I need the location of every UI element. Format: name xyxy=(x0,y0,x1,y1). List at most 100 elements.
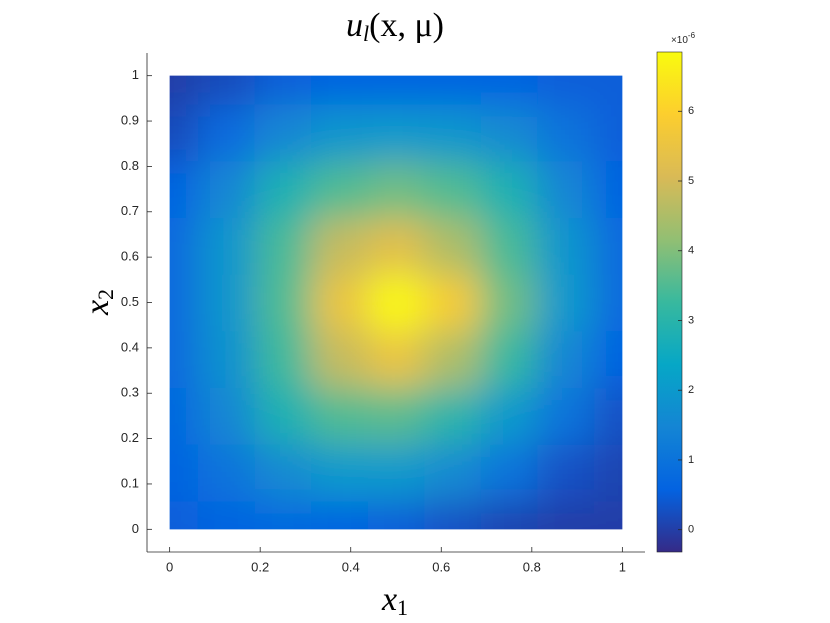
heatmap-cell xyxy=(424,274,482,332)
heatmap-cell xyxy=(197,160,256,218)
colorbar-tick-label: 5 xyxy=(688,175,694,187)
heatmap-cell xyxy=(480,444,538,502)
heatmap-cell xyxy=(537,104,595,162)
heatmap-cell xyxy=(254,104,312,162)
heatmap-cell xyxy=(424,104,482,162)
heatmap-cell xyxy=(311,75,369,105)
x-tick-label: 0.8 xyxy=(523,559,541,574)
heatmap-cell xyxy=(480,274,538,332)
heatmap-cell xyxy=(197,500,256,530)
y-tick-label: 0.3 xyxy=(121,385,139,400)
heatmap-cell xyxy=(254,75,312,105)
y-tick-label: 0.1 xyxy=(121,475,139,490)
heatmap-cell xyxy=(480,75,538,105)
heatmap-cell xyxy=(594,387,623,445)
title-sub: l xyxy=(363,21,369,46)
heatmap-cell xyxy=(169,387,199,445)
x-tick-label: 0.4 xyxy=(342,559,360,574)
heatmap-cell xyxy=(424,217,482,275)
heatmap-cell xyxy=(367,500,425,530)
colorbar-tick-label: 0 xyxy=(688,524,694,536)
y-tick-label: 0.5 xyxy=(121,294,139,309)
heatmap-cell xyxy=(367,160,425,218)
heatmap-cell xyxy=(367,274,425,332)
heatmap-cell xyxy=(424,75,482,105)
heatmap-cell xyxy=(254,160,312,218)
x-tick-label: 0.6 xyxy=(432,559,450,574)
colorbar-exponent: ×10-6 xyxy=(671,31,696,46)
heatmap-cell xyxy=(480,500,538,530)
heatmap-cell xyxy=(367,444,425,502)
heatmap-cell xyxy=(311,274,369,332)
heatmap-cell xyxy=(254,330,312,389)
heatmap-cell xyxy=(537,387,595,445)
y-tick-label: 0.7 xyxy=(121,203,139,218)
heatmap-cell xyxy=(537,330,595,389)
x-axis-label: x1 xyxy=(381,581,408,620)
heatmap-cell xyxy=(311,160,369,218)
exponent-base: ×10 xyxy=(671,35,688,46)
colorbar-tick-label: 2 xyxy=(688,384,694,396)
heatmap-cell xyxy=(169,217,199,275)
y-tick-label: 0 xyxy=(132,521,139,536)
heatmap-cell xyxy=(594,160,623,218)
y-tick-label: 0.9 xyxy=(121,112,139,127)
heatmap-cell xyxy=(594,104,623,162)
heatmap-cell xyxy=(197,217,256,275)
heatmap-cell xyxy=(537,217,595,275)
heatmap-cell xyxy=(197,387,256,445)
heatmap-cell xyxy=(537,160,595,218)
colorbar-tick-label: 3 xyxy=(688,314,694,326)
heatmap-cell xyxy=(480,104,538,162)
colorbar-tick-label: 1 xyxy=(688,454,694,466)
title-rest: (x, μ) xyxy=(369,7,444,44)
x-tick-label: 0.2 xyxy=(251,559,269,574)
heatmap-cell xyxy=(480,330,538,389)
heatmap-cell xyxy=(169,160,199,218)
heatmap-cell xyxy=(197,330,256,389)
heatmap-cell xyxy=(424,387,482,445)
heatmap-cell xyxy=(311,444,369,502)
heatmap-cell xyxy=(594,75,623,105)
heatmap-cell xyxy=(254,387,312,445)
ylabel-base: x xyxy=(79,300,116,316)
colorbar-tick-label: 4 xyxy=(688,245,694,257)
y-tick-label: 1 xyxy=(132,67,139,82)
xlabel-sub: 1 xyxy=(397,595,408,620)
heatmap-cell xyxy=(594,274,623,332)
heatmap-cell xyxy=(480,160,538,218)
y-tick-label: 0.8 xyxy=(121,158,139,173)
x-tick-label: 1 xyxy=(619,559,626,574)
heatmap-cell xyxy=(254,217,312,275)
heatmap-cell xyxy=(169,500,199,530)
heatmap-cell xyxy=(594,444,623,502)
heatmap-cell xyxy=(254,500,312,530)
heatmap-cell xyxy=(424,160,482,218)
heatmap-cell xyxy=(169,330,199,389)
heatmap-cell xyxy=(424,330,482,389)
heatmap-cell xyxy=(169,75,199,105)
chart-title: ul(x, μ) xyxy=(346,7,444,46)
heatmap-cell xyxy=(197,274,256,332)
heatmap-cell xyxy=(254,444,312,502)
heatmap-cell xyxy=(311,387,369,445)
heatmap-cell xyxy=(424,444,482,502)
y-tick-label: 0.2 xyxy=(121,430,139,445)
heatmap-cell xyxy=(197,75,256,105)
heatmap-cell xyxy=(537,75,595,105)
heatmap-cell xyxy=(480,217,538,275)
x-tick-label: 0 xyxy=(166,559,173,574)
heatmap-cell xyxy=(480,387,538,445)
heatmap-cell xyxy=(169,444,199,502)
exponent-power: -6 xyxy=(688,31,696,40)
heatmap-cell xyxy=(311,104,369,162)
colorbar xyxy=(656,51,683,553)
heatmap-cell xyxy=(594,330,623,389)
colorbar-tick-label: 6 xyxy=(688,105,694,117)
heatmap-cell xyxy=(169,104,199,162)
heatmap-cell xyxy=(254,274,312,332)
xlabel-base: x xyxy=(381,581,397,618)
heatmap-cell xyxy=(367,217,425,275)
heatmap-cell xyxy=(537,444,595,502)
